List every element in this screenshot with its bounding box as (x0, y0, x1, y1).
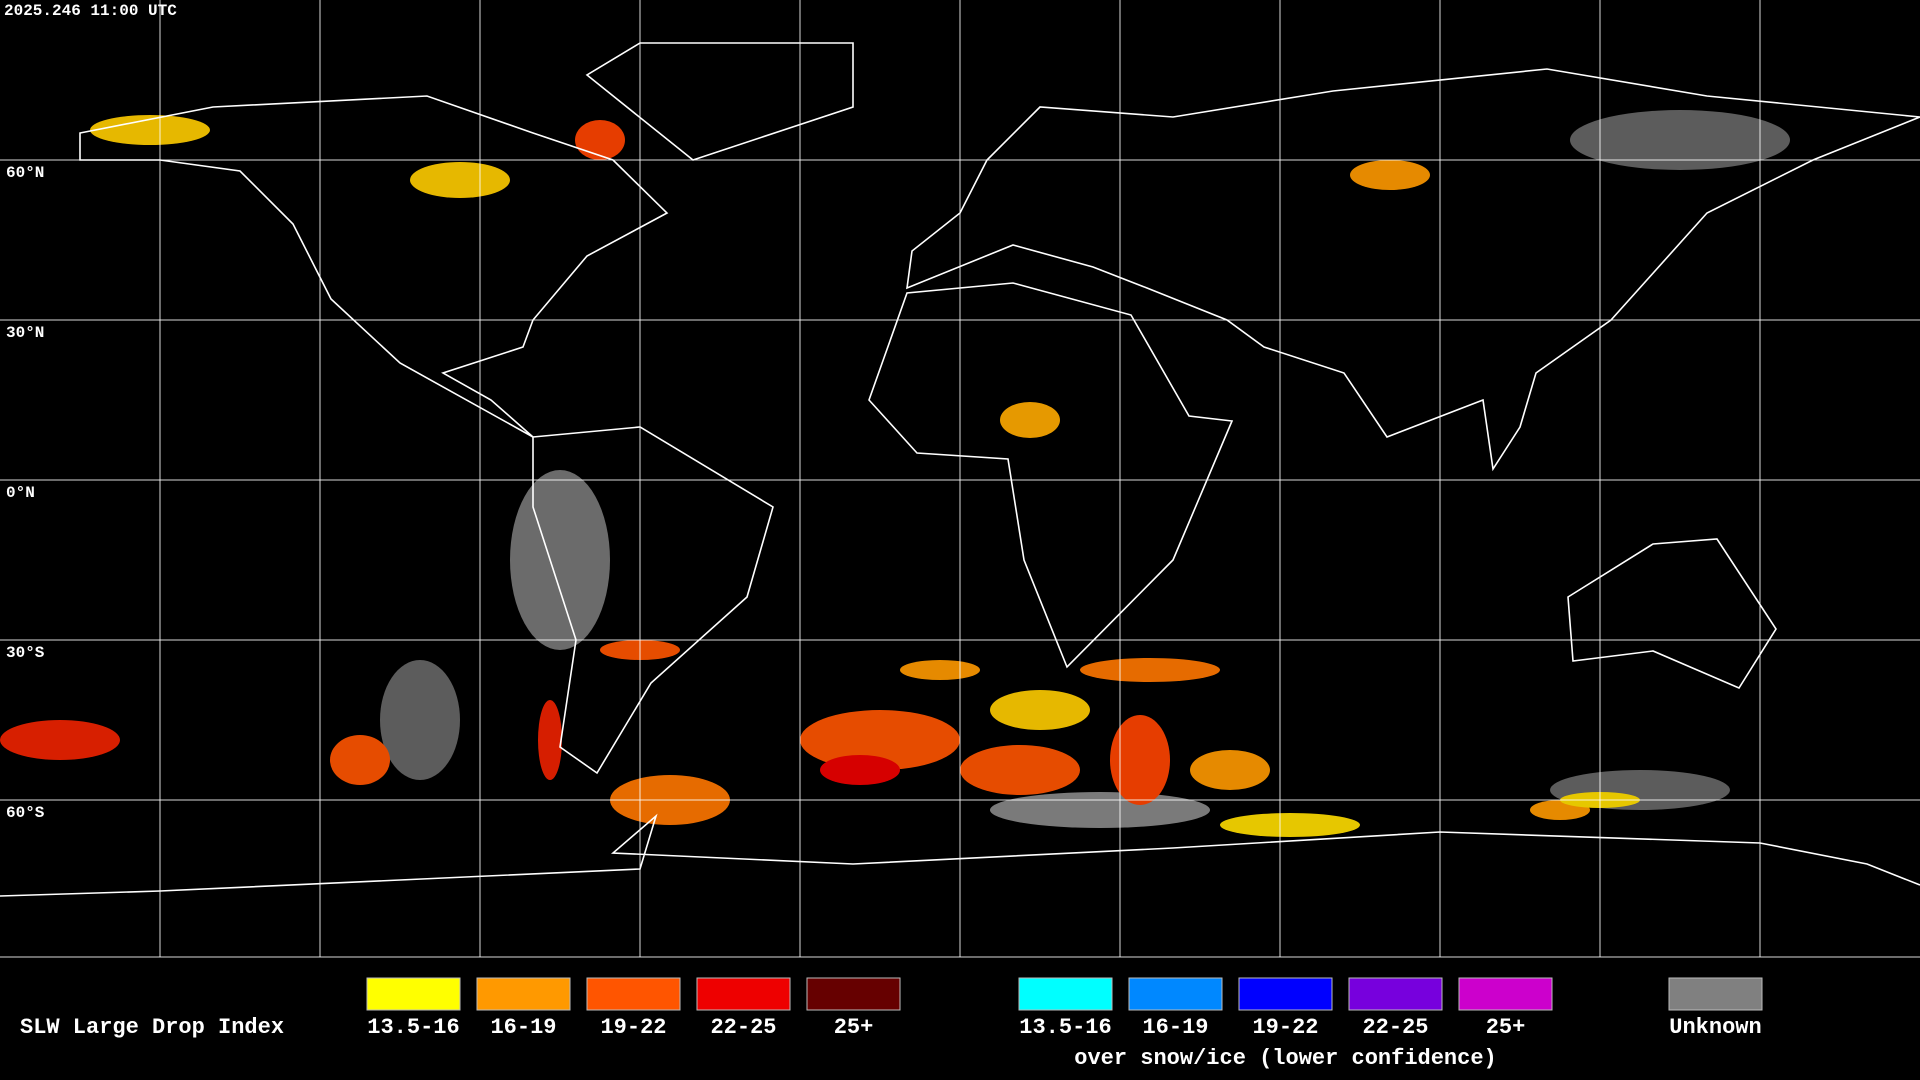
map: 60°N 30°N 0°N 30°S 60°S 2025.246 11:00 UTC (0, 0, 1920, 958)
latitude-label: 30°N (6, 324, 44, 342)
graticule: 60°N 30°N 0°N 30°S 60°S (0, 0, 1920, 958)
legend-swatch (586, 977, 681, 1011)
coastline (79, 95, 669, 438)
latitude-label: 60°N (6, 164, 44, 182)
unknown-area (1570, 110, 1790, 170)
legend: SLW Large Drop Index 13.5-16 16-19 19-22 22… (20, 977, 1763, 1071)
legend-label: 22-25 (710, 1015, 776, 1040)
slw-area (1350, 160, 1430, 190)
legend-label: 25+ (1486, 1015, 1526, 1040)
latitude-label: 0°N (6, 484, 35, 502)
coastline (1567, 538, 1777, 690)
legend-label: 25+ (834, 1015, 874, 1040)
unknown-area (380, 660, 460, 780)
slw-area (330, 735, 390, 785)
coastline (585, 42, 854, 161)
legend-title: SLW Large Drop Index (20, 1015, 284, 1040)
coastline (868, 282, 1234, 669)
slw-area (575, 120, 625, 160)
slw-area (1000, 402, 1060, 438)
slw-area (538, 700, 562, 780)
legend-swatch (366, 977, 461, 1011)
timestamp: 2025.246 11:00 UTC (4, 2, 177, 20)
legend-swatch (1668, 977, 1763, 1011)
slw-area (800, 710, 960, 770)
slw-area (960, 745, 1080, 795)
legend-label: 22-25 (1362, 1015, 1428, 1040)
slw-area (1110, 715, 1170, 805)
legend-caption: over snow/ice (lower confidence) (1074, 1046, 1496, 1071)
legend-swatch (696, 977, 791, 1011)
legend-label: 13.5-16 (367, 1015, 459, 1040)
legend-swatch (1238, 977, 1333, 1011)
legend-label: Unknown (1669, 1015, 1761, 1040)
slw-area (1220, 813, 1360, 837)
latitude-label: 30°S (6, 644, 45, 662)
slw-area (0, 720, 120, 760)
legend-swatch (806, 977, 901, 1011)
legend-label: 13.5-16 (1019, 1015, 1111, 1040)
legend-label: 19-22 (1252, 1015, 1318, 1040)
legend-swatch (1128, 977, 1223, 1011)
legend-swatch (1348, 977, 1443, 1011)
slw-area (990, 690, 1090, 730)
unknown-area (510, 470, 610, 650)
slw-area (410, 162, 510, 198)
legend-label: 16-19 (490, 1015, 556, 1040)
slw-area (90, 115, 210, 145)
unknown-area (990, 792, 1210, 828)
legend-label: 19-22 (600, 1015, 666, 1040)
legend-swatch (476, 977, 571, 1011)
slw-area (1190, 750, 1270, 790)
slw-area (900, 660, 980, 680)
legend-swatch (1458, 977, 1553, 1011)
coastline (532, 426, 774, 775)
legend-swatch (1018, 977, 1113, 1011)
legend-label: 16-19 (1142, 1015, 1208, 1040)
latitude-label: 60°S (6, 804, 45, 822)
slw-area (1080, 658, 1220, 682)
slw-area (820, 755, 900, 785)
